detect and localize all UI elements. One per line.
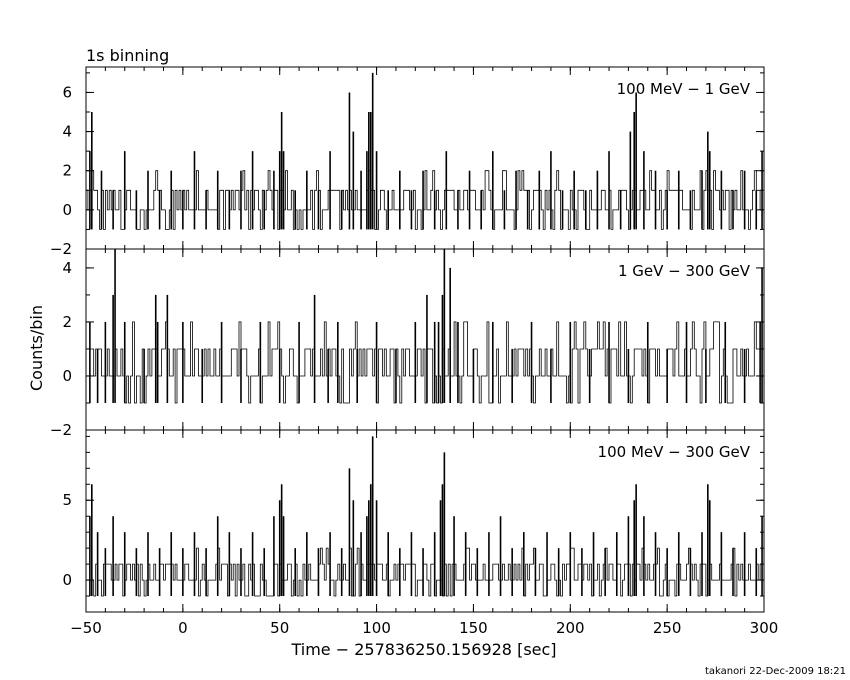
- y-axis-title: Counts/bin: [27, 305, 46, 391]
- y-tick-label: 5: [62, 491, 72, 509]
- y-tick-label: 2: [62, 313, 72, 331]
- panel-2: −2 0 2 4 1 GeV − 300 GeV: [50, 248, 765, 439]
- y-tick-label: 6: [62, 83, 72, 101]
- y-tick-label: 0: [62, 571, 72, 589]
- background-histogram: [86, 547, 764, 597]
- y-tick-label: 4: [62, 259, 72, 277]
- y-tick-label: 0: [62, 367, 72, 385]
- y-tick-label: −2: [50, 240, 72, 258]
- x-tick-label: 300: [750, 619, 779, 637]
- panel-label: 1 GeV − 300 GeV: [618, 262, 751, 280]
- panel-label: 100 MeV − 300 GeV: [598, 443, 751, 461]
- chart-title: 1s binning: [86, 46, 169, 65]
- panel-label: 100 MeV − 1 GeV: [617, 80, 751, 98]
- x-tick-label: 0: [178, 619, 188, 637]
- panel-frame: [85, 429, 765, 613]
- x-tick-label: 100: [362, 619, 391, 637]
- x-tick-label: 200: [556, 619, 585, 637]
- panel-1: −2 0 2 4 6 100 MeV − 1 GeV: [50, 66, 765, 258]
- footer-stamp: takanori 22-Dec-2009 18:21: [705, 666, 846, 677]
- panel-3: 0 5 100 MeV − 300 GeV: [62, 429, 765, 613]
- x-tick-label: −50: [70, 619, 102, 637]
- x-tick-label: 150: [459, 619, 488, 637]
- y-tick-label: 2: [62, 162, 72, 180]
- x-axis-title: Time − 257836250.156928 [sec]: [290, 640, 556, 659]
- x-tick-label: 250: [653, 619, 682, 637]
- y-tick-label: 0: [62, 201, 72, 219]
- background-histogram: [85, 321, 764, 404]
- background-histogram: [85, 170, 764, 230]
- y-tick-label: 4: [62, 123, 72, 141]
- x-tick-label: 50: [270, 619, 289, 637]
- y-tick-label: −2: [50, 421, 72, 439]
